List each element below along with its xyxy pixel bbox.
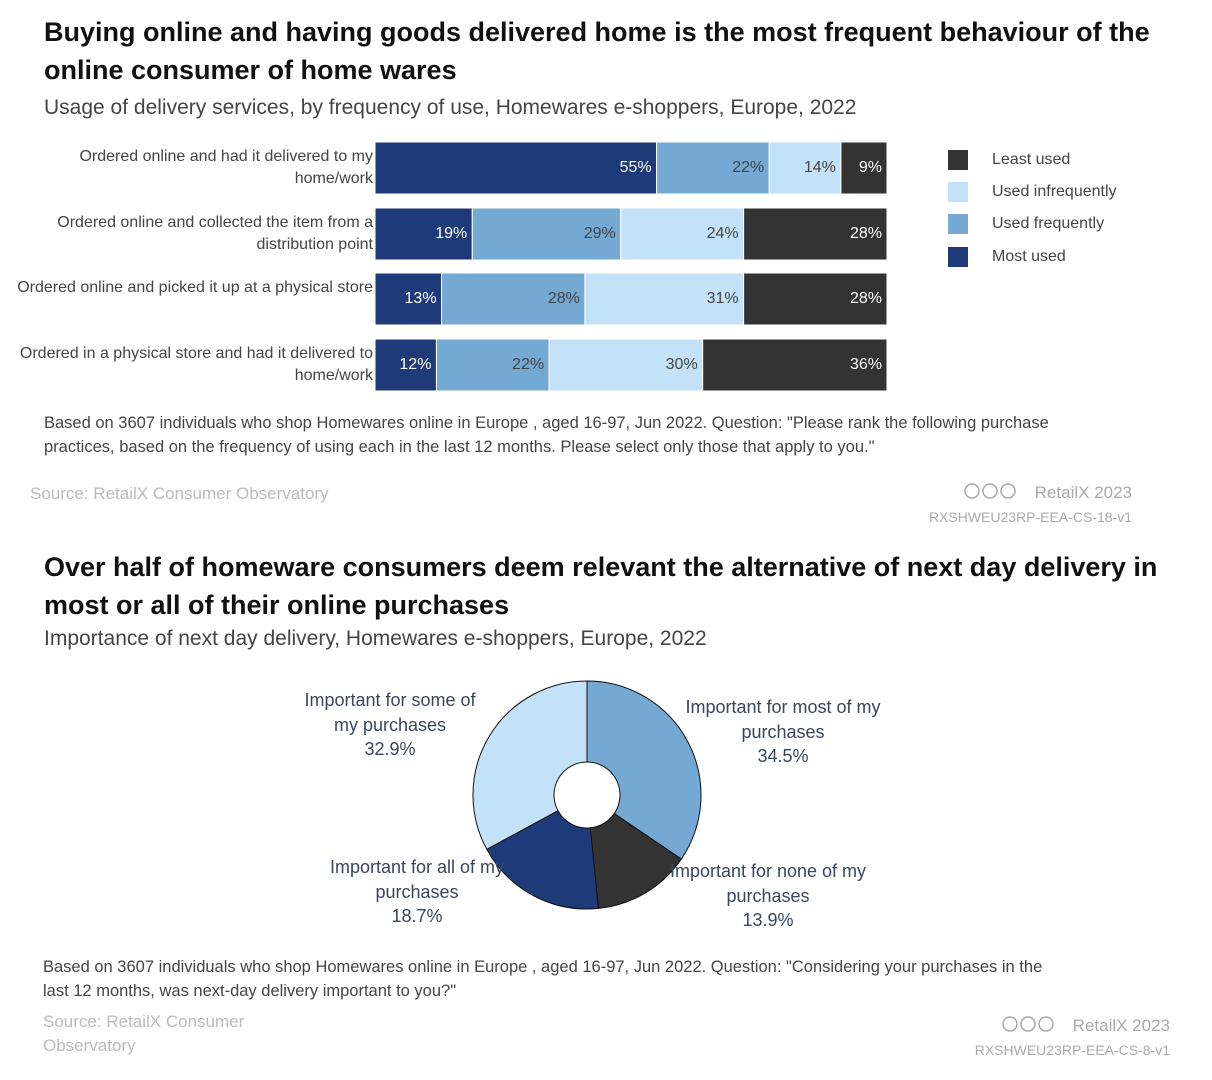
- data-label: 19%: [435, 225, 467, 242]
- data-label: 13%: [405, 290, 437, 307]
- data-label: 22%: [512, 356, 544, 373]
- bar-segment: [374, 272, 443, 326]
- chart-subtitle: Usage of delivery services, by frequency…: [44, 96, 857, 119]
- credit: RetailX 2023: [1034, 483, 1132, 502]
- slice-label: Important for most of my purchases: [685, 697, 881, 742]
- legend-swatch: [948, 150, 968, 170]
- donut-slice: [589, 812, 682, 909]
- chart-subtitle: Importance of next day delivery, Homewar…: [44, 627, 707, 650]
- legend-swatch: [948, 214, 968, 234]
- legend-label: Used frequently: [992, 215, 1104, 232]
- y-tick-label: Ordered online and collected the item fr…: [57, 214, 373, 253]
- bar-segment: [702, 338, 888, 392]
- legend-label: Least used: [992, 151, 1070, 168]
- data-label: 22%: [732, 159, 764, 176]
- data-label: 28%: [850, 290, 882, 307]
- chart-code: RXSHWEU23RP-EEA-CS-18-v1: [928, 509, 1132, 525]
- data-label: 24%: [707, 225, 739, 242]
- chart-note: Based on 3607 individuals who shop Homew…: [43, 958, 1043, 1000]
- data-label: 34.5%: [757, 746, 809, 766]
- donut-slice: [486, 810, 599, 910]
- bar-segment: [743, 207, 888, 261]
- y-tick-label: Ordered online and had it delivered to m…: [79, 148, 373, 187]
- chart-title: Over half of homeware consumers deem rel…: [44, 552, 1158, 620]
- bar-segment: [548, 338, 704, 392]
- bar-segment: [840, 141, 888, 195]
- data-label: 28%: [850, 225, 882, 242]
- bar-segment: [441, 272, 586, 326]
- donut-slice: [586, 680, 702, 860]
- data-label: 9%: [859, 159, 882, 176]
- y-tick-label: Ordered in a physical store and had it d…: [19, 345, 373, 384]
- data-label: 55%: [620, 159, 652, 176]
- data-label: 12%: [399, 356, 431, 373]
- legend-label: Used infrequently: [992, 183, 1117, 200]
- legend-swatch: [948, 182, 968, 202]
- chart-code: RXSHWEU23RP-EEA-CS-8-v1: [974, 1042, 1170, 1058]
- slice-label: Important for some of my purchases: [304, 690, 476, 735]
- y-tick-label: Ordered online and picked it up at a phy…: [17, 279, 373, 296]
- data-label: 28%: [548, 290, 580, 307]
- chart-note: Based on 3607 individuals who shop Homew…: [44, 414, 1049, 456]
- slice-label: Important for all of my purchases: [329, 857, 505, 902]
- cc-icon: [964, 483, 1054, 1032]
- legend-swatch: [948, 247, 968, 267]
- bar-segment: [435, 338, 550, 392]
- data-label: 18.7%: [391, 906, 443, 926]
- data-label: 31%: [707, 290, 739, 307]
- bar-segment: [743, 272, 888, 326]
- bar-segment: [768, 141, 842, 195]
- source: Source: RetailX Consumer Observatory: [43, 1012, 245, 1055]
- bar-segment: [374, 207, 473, 261]
- source: Source: RetailX Consumer Observatory: [30, 484, 329, 503]
- donut-slice: [472, 680, 588, 850]
- chart-title: Buying online and having goods delivered…: [44, 17, 1150, 85]
- data-label: 29%: [584, 225, 616, 242]
- bar-segment: [374, 141, 658, 195]
- data-label: 13.9%: [742, 910, 794, 930]
- data-label: 36%: [850, 356, 882, 373]
- bar-segment: [584, 272, 745, 326]
- slice-label: Important for none of my purchases: [669, 861, 867, 906]
- bar-segment: [471, 207, 622, 261]
- credit: RetailX 2023: [1072, 1016, 1170, 1035]
- data-label: 32.9%: [364, 739, 416, 759]
- legend-label: Most used: [992, 248, 1066, 265]
- data-label: 30%: [666, 356, 698, 373]
- bar-segment: [620, 207, 745, 261]
- data-label: 14%: [804, 159, 836, 176]
